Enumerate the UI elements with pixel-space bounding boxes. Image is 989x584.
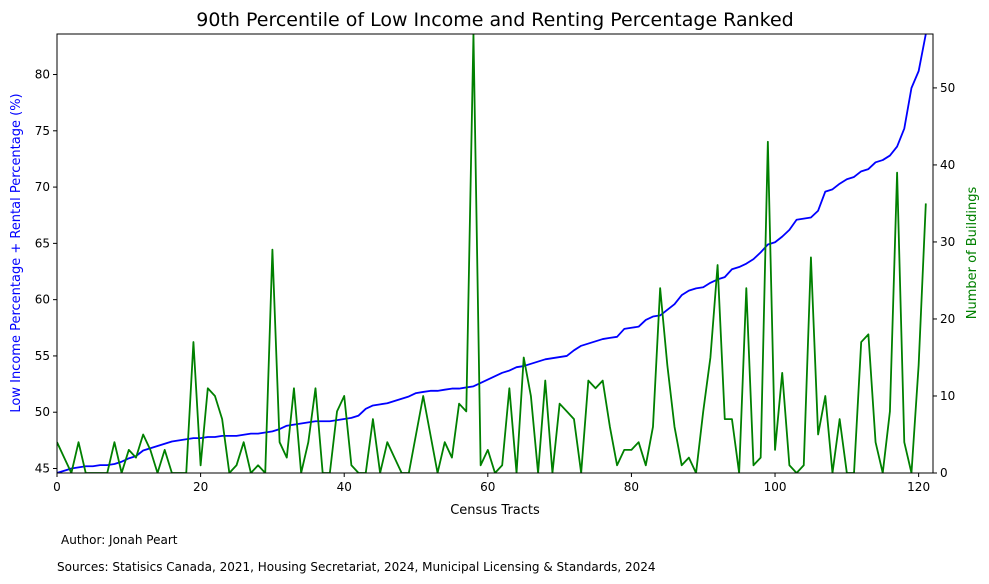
y-right-tick-label: 40 [940,158,955,172]
y-right-tick-label: 30 [940,235,955,249]
sources-note: Sources: Statisics Canada, 2021, Housing… [57,560,656,574]
x-tick-label: 0 [53,480,61,494]
y-right-tick-label: 20 [940,312,955,326]
chart-title: 90th Percentile of Low Income and Rentin… [196,9,793,31]
y-left-tick-label: 75 [35,124,50,138]
y-left-tick-label: 45 [35,461,50,475]
y-right-tick-label: 50 [940,81,955,95]
y-left-tick-label: 70 [35,180,50,194]
y-left-tick-label: 55 [35,349,50,363]
x-tick-label: 120 [907,480,930,494]
x-tick-label: 100 [764,480,787,494]
x-tick-label: 20 [193,480,208,494]
x-tick-label: 40 [337,480,352,494]
series-line-right [57,34,927,473]
plot-area: 0 20 40 60 80 100 120 45 50 55 60 65 70 75 80 0 10 20 30 40… [35,33,955,494]
plot-frame [56,33,934,474]
y-left-tick-label: 50 [35,405,50,419]
y-axis-right-label: Number of Buildings [965,187,980,320]
y-left-tick-label: 65 [35,236,50,250]
y-left-tick-label: 60 [35,293,50,307]
x-axis-label: Census Tracts [450,503,540,518]
x-tick-label: 60 [480,480,495,494]
y-axis-left-label: Low Income Percentage + Rental Percentag… [9,93,24,412]
y-right-tick-label: 0 [940,466,948,480]
y-left-tick-label: 80 [35,68,50,82]
x-tick-label: 80 [624,480,639,494]
series-line-left [57,34,927,473]
y-right-tick-label: 10 [940,389,955,403]
author-note: Author: Jonah Peart [61,533,178,547]
